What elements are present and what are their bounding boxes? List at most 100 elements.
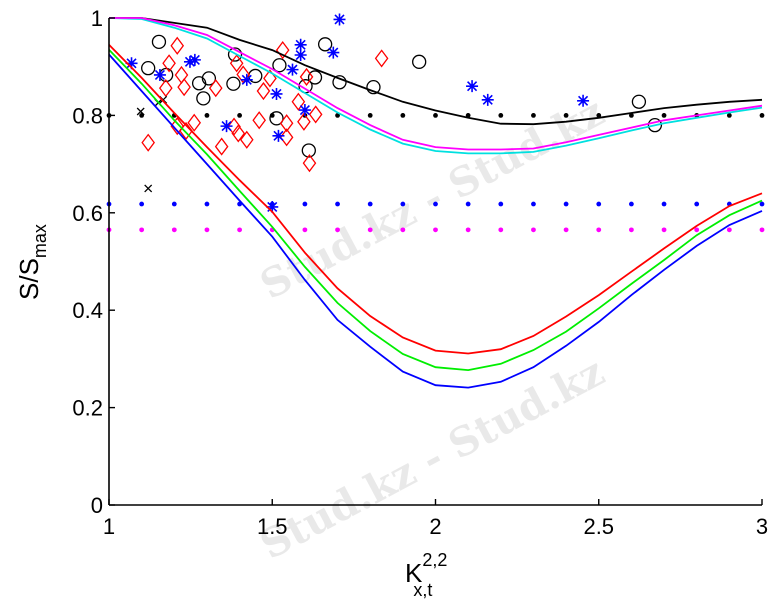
diamond-marker xyxy=(299,67,314,87)
blue-dotted-point xyxy=(465,201,471,207)
magenta-dotted-point xyxy=(661,227,667,233)
watermark-text: Stud.kz - Stud.kz xyxy=(253,88,612,309)
y-tick-label: 0.8 xyxy=(72,103,103,128)
diamond-marker xyxy=(177,78,191,97)
red-curve xyxy=(108,44,763,355)
y-tick-label: 0.6 xyxy=(72,201,103,226)
black-dotted-point xyxy=(629,113,634,118)
diamond-marker xyxy=(263,69,277,88)
asterisk-marker xyxy=(481,93,494,106)
blue-dotted-point xyxy=(204,201,210,207)
x-tick-label: 2 xyxy=(429,514,441,539)
circle-marker xyxy=(272,58,287,73)
black-dotted-point xyxy=(596,113,602,118)
diamond-marker xyxy=(170,36,185,55)
x-tick-label: 3 xyxy=(756,514,768,539)
diamond-marker xyxy=(170,117,185,136)
y-axis-label: S/Smax xyxy=(14,224,50,300)
magenta-dotted-point xyxy=(400,227,406,233)
blue-dotted-point xyxy=(367,201,373,207)
circle-marker xyxy=(412,54,427,69)
diamond-marker xyxy=(275,41,290,60)
black-dotted-point xyxy=(498,113,504,118)
black-curve xyxy=(109,17,763,126)
blue-dotted-point xyxy=(563,201,569,207)
diamond-marker xyxy=(229,54,244,73)
red-diamonds xyxy=(141,36,389,173)
asterisk-marker xyxy=(333,13,346,26)
diamond-marker xyxy=(227,117,241,136)
asterisk-marker xyxy=(294,38,307,51)
blue-dotted-point xyxy=(171,201,177,207)
circle-marker xyxy=(196,91,211,106)
circle-marker xyxy=(366,80,381,95)
y-tick-label: 0.2 xyxy=(72,396,103,421)
black-dotted-point xyxy=(400,113,406,118)
magenta-dotted-point xyxy=(596,227,602,233)
asterisk-marker xyxy=(327,46,340,59)
blue-dotted-point xyxy=(433,201,438,207)
circle-marker xyxy=(201,71,217,86)
circle-marker xyxy=(269,111,284,126)
magenta-dotted-point xyxy=(171,227,177,233)
magenta-dotted-point xyxy=(759,227,765,233)
black-dotted-point xyxy=(726,113,732,118)
y-tick-label: 1 xyxy=(91,6,103,31)
diamond-marker xyxy=(308,105,323,124)
diamond-marker xyxy=(214,137,229,156)
circle-marker xyxy=(332,75,347,90)
magenta-dotted-point xyxy=(694,227,700,233)
diamond-marker xyxy=(297,112,311,131)
asterisk-marker xyxy=(577,94,590,107)
black-dotted-point xyxy=(563,113,569,118)
blue-dotted xyxy=(106,201,765,207)
black-crosses xyxy=(136,95,168,193)
circle-marker xyxy=(226,76,241,91)
blue-dotted-point xyxy=(302,201,308,207)
diamond-marker xyxy=(162,54,176,73)
black-circles xyxy=(141,34,663,158)
diamond-marker xyxy=(302,154,317,173)
x-tick-label: 2.5 xyxy=(583,514,614,539)
asterisk-marker xyxy=(266,200,279,213)
asterisk-marker xyxy=(298,104,311,117)
x-tick-label: 1.5 xyxy=(257,514,288,539)
diamond-marker xyxy=(279,114,294,133)
circle-marker xyxy=(151,34,167,50)
diamond-marker xyxy=(279,128,294,147)
x-marker xyxy=(144,184,153,193)
asterisk-marker xyxy=(294,49,307,62)
blue-asterisks xyxy=(125,13,590,213)
diamond-marker xyxy=(187,113,202,132)
asterisk-marker xyxy=(466,80,479,93)
asterisk-marker xyxy=(240,73,253,86)
circle-marker xyxy=(191,76,207,91)
diamond-marker xyxy=(239,130,254,149)
blue-dotted-point xyxy=(498,201,504,207)
magenta-curve xyxy=(109,17,763,151)
diamond-marker xyxy=(231,124,246,143)
blue-dotted-point xyxy=(139,201,145,207)
black-dotted-point xyxy=(531,113,536,118)
magenta-dotted-point xyxy=(237,227,243,233)
magenta-dotted-point xyxy=(204,227,210,233)
asterisk-marker xyxy=(153,68,166,81)
black-dotted-point xyxy=(335,113,340,118)
blue-dotted-point xyxy=(694,201,700,207)
magenta-dotted-point xyxy=(139,227,145,233)
circle-marker xyxy=(307,70,323,85)
blue-dotted-point xyxy=(661,201,667,207)
axes xyxy=(108,17,763,506)
green-curve xyxy=(108,49,763,372)
circle-marker xyxy=(317,37,333,52)
diamond-marker xyxy=(208,79,223,98)
x-axis-label: K2,2 x,t xyxy=(405,550,447,600)
magenta-dotted-point xyxy=(726,227,732,233)
circle-marker xyxy=(631,94,647,109)
magenta-dotted xyxy=(106,227,765,233)
black-dotted-point xyxy=(661,113,667,118)
blue-dotted-point xyxy=(759,201,765,207)
black-dotted xyxy=(106,113,765,118)
magenta-dotted-point xyxy=(531,227,536,233)
tick-labels: 0 0.2 0.4 0.6 0.8 1 1 1.5 2 2.5 3 xyxy=(72,6,768,539)
